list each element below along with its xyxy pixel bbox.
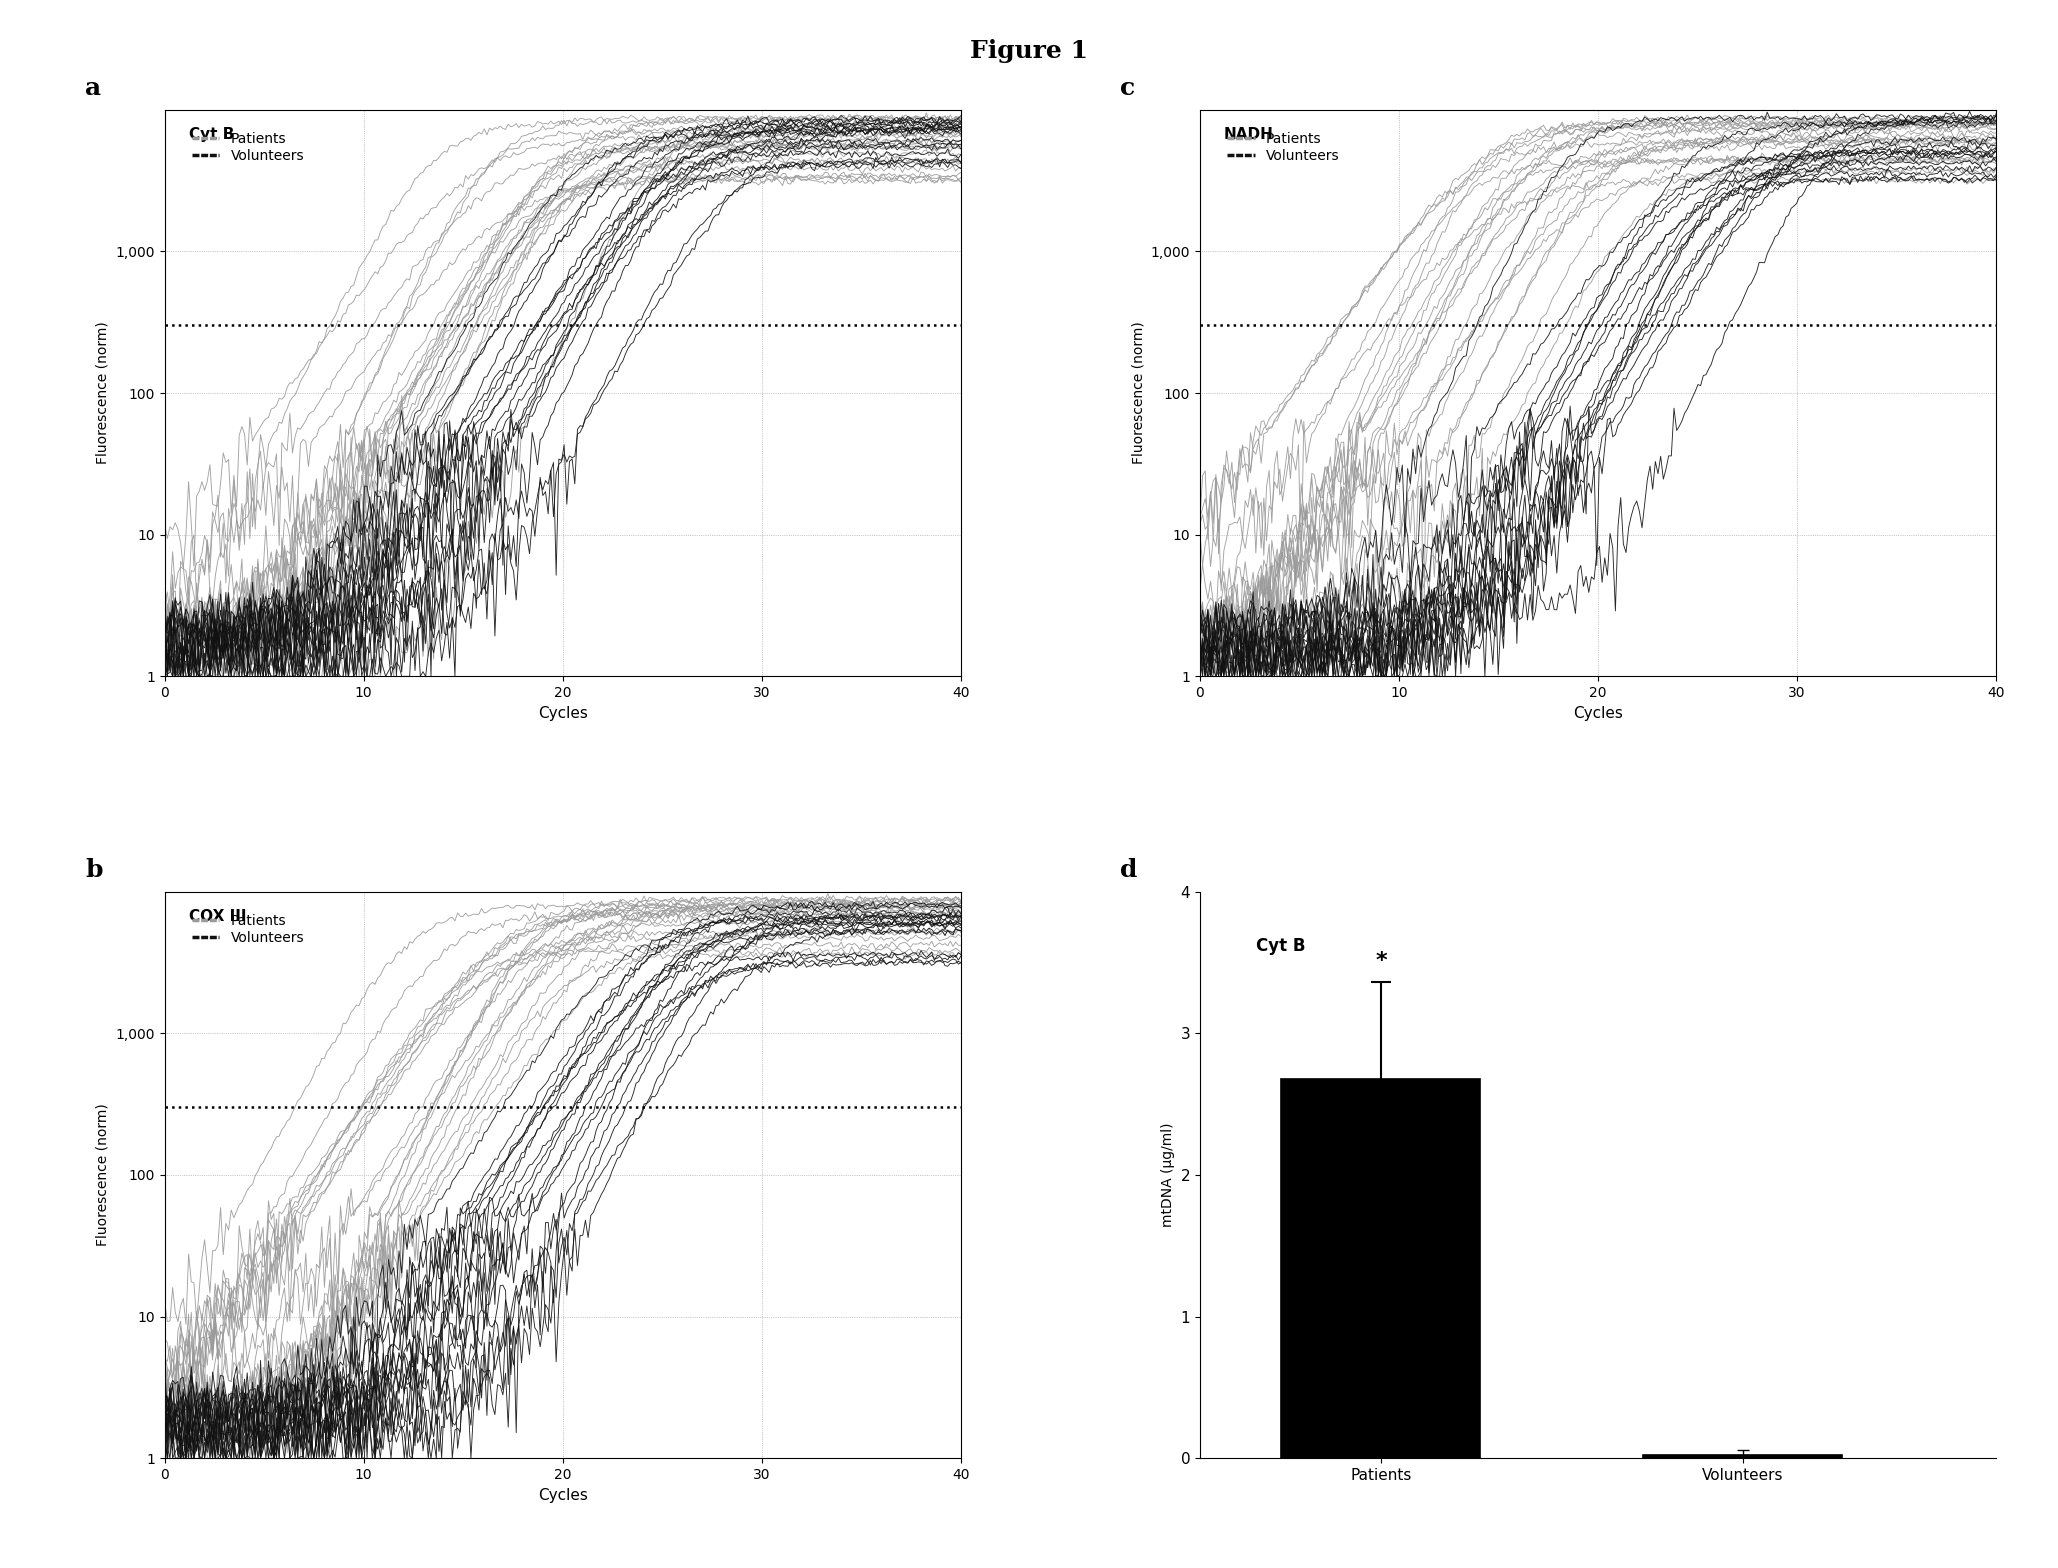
Text: *: * xyxy=(1375,950,1387,971)
Text: a: a xyxy=(84,75,101,100)
Text: NADH: NADH xyxy=(1225,127,1274,141)
Bar xyxy=(1644,1455,1842,1458)
Legend: Patients, Volunteers: Patients, Volunteers xyxy=(187,909,309,949)
Text: COX III: COX III xyxy=(189,908,247,924)
X-axis label: Cycles: Cycles xyxy=(1572,706,1624,721)
Bar xyxy=(1282,1079,1480,1458)
Legend: Patients, Volunteers: Patients, Volunteers xyxy=(187,129,309,168)
Text: Figure 1: Figure 1 xyxy=(969,39,1089,63)
Text: c: c xyxy=(1120,75,1136,100)
Y-axis label: Fluorescence (norm): Fluorescence (norm) xyxy=(97,321,109,464)
Y-axis label: mtDNA (μg/ml): mtDNA (μg/ml) xyxy=(1161,1123,1175,1228)
Text: Cyt B: Cyt B xyxy=(189,127,235,141)
Text: b: b xyxy=(84,858,103,881)
X-axis label: Cycles: Cycles xyxy=(537,706,589,721)
Legend: Patients, Volunteers: Patients, Volunteers xyxy=(1222,129,1344,168)
Y-axis label: Fluorescence (norm): Fluorescence (norm) xyxy=(97,1104,109,1247)
X-axis label: Cycles: Cycles xyxy=(537,1488,589,1502)
Text: Cyt B: Cyt B xyxy=(1255,938,1305,955)
Y-axis label: Fluorescence (norm): Fluorescence (norm) xyxy=(1132,321,1144,464)
Text: d: d xyxy=(1120,858,1138,881)
